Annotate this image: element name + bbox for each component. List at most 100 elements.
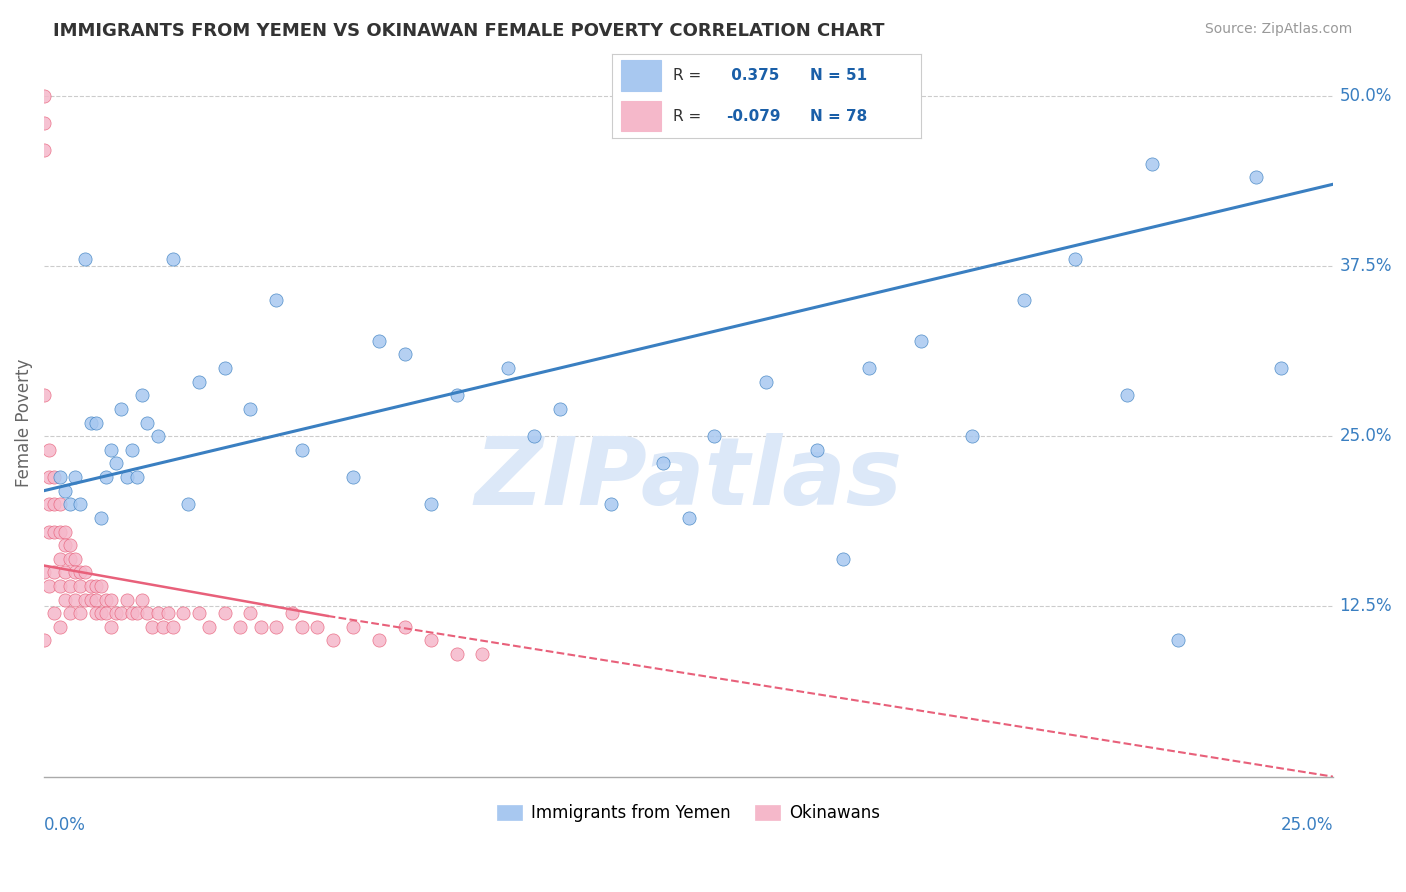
Point <box>90 606 112 620</box>
Point <box>806 442 828 457</box>
Point <box>32 388 55 402</box>
Text: Source: ZipAtlas.com: Source: ZipAtlas.com <box>1205 22 1353 37</box>
Legend: Immigrants from Yemen, Okinawans: Immigrants from Yemen, Okinawans <box>491 797 886 829</box>
Text: R =: R = <box>673 68 707 83</box>
Text: ZIPatlas: ZIPatlas <box>474 434 903 525</box>
Point <box>600 497 623 511</box>
Point <box>44 606 66 620</box>
Point <box>342 470 364 484</box>
Point <box>1244 170 1267 185</box>
Point <box>446 647 468 661</box>
Point <box>548 401 571 416</box>
Point <box>419 497 441 511</box>
Point <box>177 497 200 511</box>
Point <box>198 620 221 634</box>
Point <box>84 579 107 593</box>
Point <box>59 497 82 511</box>
Point <box>136 606 159 620</box>
Point <box>1012 293 1035 307</box>
Point <box>48 551 70 566</box>
Text: R =: R = <box>673 109 707 124</box>
Point <box>59 538 82 552</box>
Point <box>53 592 76 607</box>
Point <box>48 470 70 484</box>
Point <box>32 88 55 103</box>
Point <box>115 592 138 607</box>
Text: 25.0%: 25.0% <box>1340 427 1392 445</box>
Text: 0.0%: 0.0% <box>44 815 86 833</box>
Point <box>229 620 252 634</box>
Point <box>146 606 169 620</box>
Point <box>1270 361 1292 376</box>
Point <box>1167 633 1189 648</box>
Point <box>419 633 441 648</box>
Point <box>394 347 416 361</box>
Point <box>59 606 82 620</box>
Point <box>53 483 76 498</box>
Point <box>703 429 725 443</box>
Point <box>523 429 546 443</box>
Point <box>48 524 70 539</box>
Point <box>69 566 91 580</box>
Text: -0.079: -0.079 <box>725 109 780 124</box>
Point <box>121 442 143 457</box>
Point <box>32 566 55 580</box>
Text: 50.0%: 50.0% <box>1340 87 1392 104</box>
Point <box>152 620 174 634</box>
Point <box>38 470 60 484</box>
Point <box>239 401 262 416</box>
Point <box>75 566 97 580</box>
Point <box>1142 157 1164 171</box>
Point <box>48 497 70 511</box>
Point <box>496 361 519 376</box>
Text: 25.0%: 25.0% <box>1281 815 1333 833</box>
Point <box>94 470 117 484</box>
FancyBboxPatch shape <box>621 101 661 131</box>
Point <box>471 647 494 661</box>
Point <box>32 143 55 157</box>
Point <box>172 606 194 620</box>
Point <box>94 592 117 607</box>
Point <box>368 633 391 648</box>
Point <box>44 470 66 484</box>
Point <box>446 388 468 402</box>
Point <box>187 375 209 389</box>
Point <box>69 579 91 593</box>
Point <box>121 606 143 620</box>
Point <box>105 457 128 471</box>
Point <box>100 442 122 457</box>
Text: N = 78: N = 78 <box>810 109 868 124</box>
Point <box>110 606 132 620</box>
Point <box>48 579 70 593</box>
Point <box>342 620 364 634</box>
Point <box>63 592 86 607</box>
Point <box>678 511 700 525</box>
Point <box>38 442 60 457</box>
Point <box>156 606 179 620</box>
Point <box>75 592 97 607</box>
Point <box>69 497 91 511</box>
Point <box>53 538 76 552</box>
Point <box>63 470 86 484</box>
Point <box>44 566 66 580</box>
Point <box>214 606 236 620</box>
Point <box>75 252 97 267</box>
Point <box>90 511 112 525</box>
Point <box>322 633 344 648</box>
Point <box>59 551 82 566</box>
Point <box>131 388 153 402</box>
Point <box>910 334 932 348</box>
Point <box>141 620 163 634</box>
Point <box>239 606 262 620</box>
Point <box>125 470 148 484</box>
Point <box>38 497 60 511</box>
Point <box>32 633 55 648</box>
Point <box>84 592 107 607</box>
Point <box>368 334 391 348</box>
Point <box>291 442 314 457</box>
Point <box>394 620 416 634</box>
Point <box>162 620 184 634</box>
Point <box>38 579 60 593</box>
Text: N = 51: N = 51 <box>810 68 866 83</box>
Point <box>38 524 60 539</box>
